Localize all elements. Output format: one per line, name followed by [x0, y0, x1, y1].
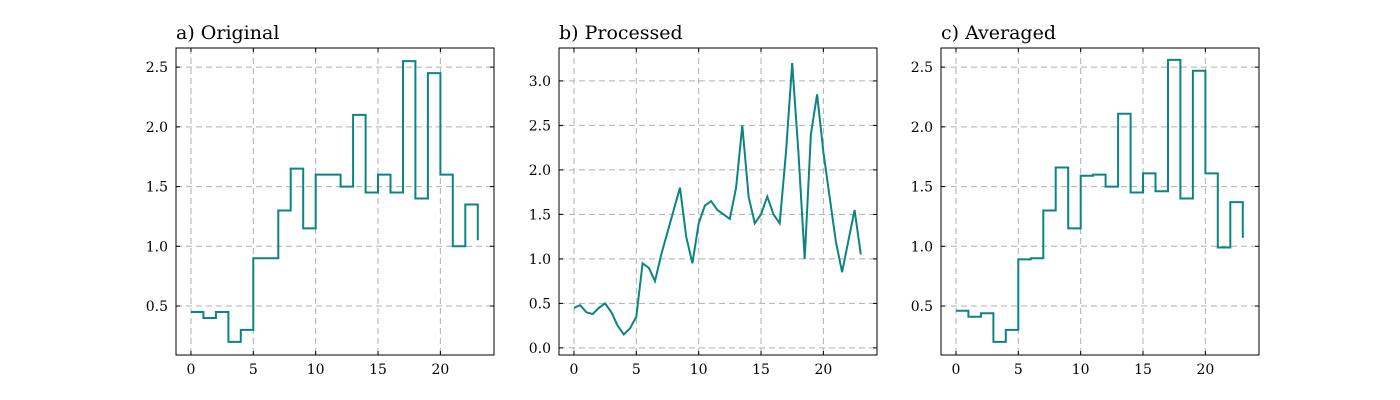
x-tick-label-averaged: 15 — [1134, 362, 1152, 378]
plot-frame-averaged — [940, 47, 1260, 356]
x-tick-label-processed: 5 — [632, 362, 641, 378]
y-tick-label-averaged: 0.5 — [911, 299, 933, 315]
plot-frame-processed — [558, 47, 878, 356]
y-tick-label-processed: 2.0 — [529, 163, 551, 179]
series-line-averaged — [956, 58, 1244, 343]
x-tick-label-processed: 0 — [570, 362, 579, 378]
x-tick-label-averaged: 20 — [1196, 362, 1214, 378]
x-tick-label-original: 10 — [307, 362, 325, 378]
x-tick-label-processed: 20 — [814, 362, 832, 378]
x-tick-label-processed: 10 — [690, 362, 708, 378]
y-tick-label-processed: 2.5 — [529, 118, 551, 134]
y-tick-label-processed: 3.0 — [529, 74, 551, 90]
y-tick-label-averaged: 1.5 — [911, 180, 933, 196]
x-tick-label-averaged: 10 — [1072, 362, 1090, 378]
panel-averaged: 0 5 10 15 20 0.5 1.0 1.5 2.0 2.5 c) Averaged — [911, 22, 1260, 378]
panel-title-processed: b) Processed — [559, 22, 683, 44]
y-tick-label-original: 1.5 — [146, 180, 168, 196]
x-tick-label-original: 0 — [187, 362, 196, 378]
panel-processed: 0 5 10 15 20 0.0 0.5 1.0 1.5 2.0 2.5 3.0 b) Process… — [529, 22, 878, 378]
y-tick-label-processed: 1.0 — [529, 252, 551, 268]
series-line-processed — [573, 63, 862, 337]
y-tick-label-original: 2.0 — [146, 120, 168, 136]
y-tick-label-original: 1.0 — [146, 239, 168, 255]
x-tick-label-original: 20 — [431, 362, 449, 378]
plot-frame-original — [175, 47, 495, 356]
x-tick-label-averaged: 0 — [952, 362, 961, 378]
y-tick-label-averaged: 1.0 — [911, 239, 933, 255]
x-tick-label-averaged: 5 — [1014, 362, 1023, 378]
y-tick-label-original: 2.5 — [146, 60, 168, 76]
x-tick-label-processed: 15 — [752, 362, 770, 378]
y-tick-label-processed: 1.5 — [529, 207, 551, 223]
y-tick-label-processed: 0.5 — [529, 296, 551, 312]
y-tick-label-original: 0.5 — [146, 299, 168, 315]
x-tick-label-original: 5 — [249, 362, 258, 378]
x-tick-label-original: 15 — [369, 362, 387, 378]
y-tick-label-averaged: 2.0 — [911, 120, 933, 136]
y-tick-label-processed: 0.0 — [529, 341, 551, 357]
series-line-original — [191, 60, 479, 343]
panel-title-averaged: c) Averaged — [941, 22, 1056, 44]
y-tick-label-averaged: 2.5 — [911, 60, 933, 76]
panel-title-original: a) Original — [176, 22, 279, 44]
panel-original: 0 5 10 15 20 0.5 1.0 1.5 2.0 2.5 a) Original — [146, 22, 495, 378]
